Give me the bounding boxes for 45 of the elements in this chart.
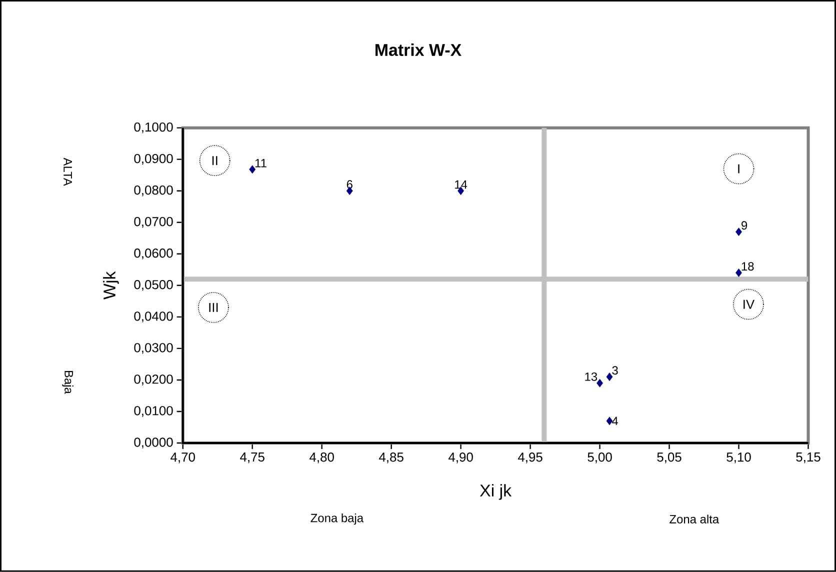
series-label: 6 (346, 180, 352, 189)
y-tick-label: 0,0900 (134, 154, 173, 165)
text: Baja (62, 371, 74, 394)
series-label: 14 (455, 180, 468, 189)
point (736, 268, 742, 278)
y-tick-label: 0,0200 (134, 374, 173, 386)
series-label: 11 (255, 159, 266, 168)
x-tick-label: 5,10 (726, 452, 751, 464)
text: Zona alta (670, 514, 720, 524)
text: ALTA (64, 158, 72, 186)
chart-title: Matrix W-X (376, 44, 462, 56)
point (249, 165, 256, 174)
x-tick-label: 5,00 (588, 452, 612, 464)
y-tick-label: 0,0600 (134, 248, 173, 260)
annotation: III (209, 303, 218, 312)
x-tick-label: 5,15 (796, 452, 820, 464)
y-tick-label: 0,0700 (134, 217, 173, 228)
point (606, 372, 613, 382)
series-label: 9 (742, 221, 748, 230)
x-tick-label: 4,75 (240, 452, 264, 464)
x-tick-label: 4,70 (170, 452, 195, 464)
series-label: 13 (585, 372, 598, 381)
y-axis-title: Wjk (103, 271, 119, 300)
y-tick-label: 0,0500 (134, 280, 173, 291)
y-tick-label: 0,0000 (134, 438, 173, 448)
point (596, 378, 603, 388)
x-tick-label: 4,80 (310, 452, 334, 464)
point (736, 228, 742, 236)
y-tick-label: 0,0300 (134, 343, 173, 354)
text: Zona baja (310, 514, 364, 525)
y-tick-label: 0,0400 (134, 312, 173, 322)
y-tick-label: 0,1000 (134, 122, 173, 134)
annotation: II (212, 156, 218, 166)
y-tick-label: 0,0100 (134, 406, 173, 417)
series-label: 4 (612, 416, 618, 426)
series-label: 3 (612, 366, 618, 375)
annotation: I (738, 164, 740, 174)
x-tick-label: 4,95 (518, 452, 542, 464)
x-tick-label: 4,85 (379, 452, 404, 464)
series-label: 18 (742, 262, 754, 271)
y-tick-label: 0,0800 (134, 186, 173, 196)
x-tick-label: 4,90 (448, 452, 473, 464)
x-axis-title: Xi jk (480, 484, 512, 500)
annotation: IV (744, 300, 755, 309)
x-tick-label: 5,05 (657, 452, 682, 464)
